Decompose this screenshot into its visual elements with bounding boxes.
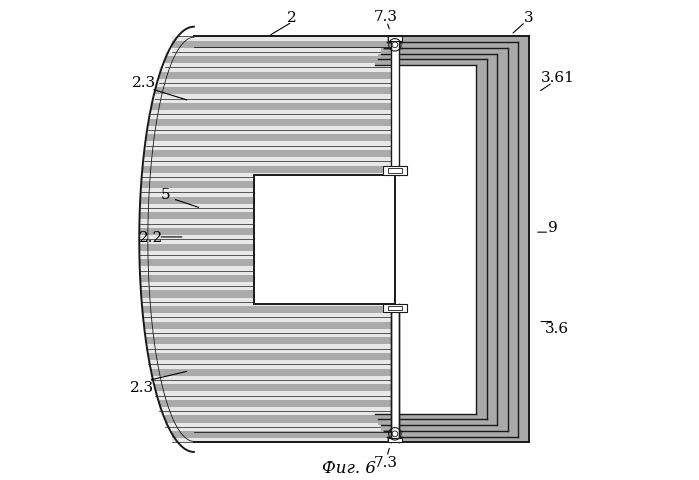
- Bar: [141, 182, 391, 189]
- Bar: [173, 41, 391, 48]
- Text: Фиг. 6: Фиг. 6: [322, 459, 377, 476]
- Bar: [173, 37, 391, 53]
- Bar: [141, 287, 391, 302]
- Bar: [254, 176, 395, 304]
- Bar: [141, 178, 391, 193]
- Bar: [140, 197, 391, 204]
- Bar: [159, 68, 391, 84]
- Bar: [143, 302, 391, 318]
- Bar: [375, 60, 487, 66]
- Bar: [140, 271, 391, 287]
- Bar: [159, 72, 391, 80]
- Bar: [155, 384, 391, 391]
- Text: 2.2: 2.2: [139, 230, 164, 244]
- Bar: [165, 53, 391, 68]
- Bar: [140, 209, 391, 224]
- Text: 2: 2: [287, 11, 297, 25]
- Bar: [148, 349, 391, 364]
- Text: 5: 5: [161, 188, 171, 202]
- Bar: [507, 48, 518, 431]
- Bar: [139, 228, 391, 236]
- Bar: [155, 88, 391, 95]
- Bar: [144, 322, 391, 329]
- Bar: [381, 425, 507, 431]
- Bar: [140, 213, 391, 220]
- Bar: [381, 48, 507, 54]
- Bar: [383, 304, 407, 313]
- Bar: [140, 255, 391, 271]
- Bar: [151, 369, 391, 376]
- Bar: [375, 414, 487, 420]
- Bar: [143, 306, 391, 313]
- Bar: [139, 244, 391, 251]
- Bar: [387, 37, 528, 43]
- Bar: [173, 431, 391, 438]
- Bar: [155, 380, 391, 396]
- Bar: [148, 120, 391, 126]
- Bar: [487, 60, 497, 420]
- Bar: [144, 151, 391, 157]
- Text: 7.3: 7.3: [373, 10, 397, 24]
- Bar: [173, 427, 391, 443]
- Bar: [148, 353, 391, 360]
- Bar: [151, 104, 391, 111]
- Bar: [388, 169, 402, 173]
- Bar: [388, 306, 402, 311]
- Text: 3.6: 3.6: [545, 321, 570, 335]
- Bar: [139, 240, 391, 255]
- Bar: [388, 37, 402, 42]
- Bar: [146, 135, 391, 142]
- Text: 3: 3: [524, 11, 533, 25]
- Text: 9: 9: [548, 221, 558, 235]
- Bar: [159, 396, 391, 411]
- Bar: [518, 43, 528, 437]
- Bar: [384, 431, 518, 437]
- Bar: [388, 438, 402, 443]
- Bar: [146, 131, 391, 146]
- Text: 2.3: 2.3: [132, 75, 156, 89]
- Bar: [165, 57, 391, 64]
- Bar: [165, 416, 391, 422]
- Bar: [383, 167, 407, 176]
- Bar: [497, 54, 507, 425]
- Bar: [476, 66, 487, 414]
- Bar: [144, 318, 391, 334]
- Bar: [387, 437, 528, 443]
- Bar: [159, 400, 391, 407]
- Bar: [143, 166, 391, 173]
- Text: 7.3: 7.3: [373, 455, 397, 468]
- Bar: [146, 334, 391, 349]
- Bar: [140, 193, 391, 209]
- Bar: [146, 337, 391, 345]
- Bar: [144, 146, 391, 162]
- Bar: [140, 276, 391, 282]
- Bar: [143, 162, 391, 178]
- Bar: [391, 304, 399, 443]
- Bar: [151, 99, 391, 115]
- Bar: [378, 420, 497, 425]
- Bar: [140, 260, 391, 267]
- Bar: [151, 364, 391, 380]
- Text: 2.3: 2.3: [129, 381, 154, 395]
- Bar: [165, 411, 391, 427]
- Text: 3.61: 3.61: [540, 71, 575, 84]
- Bar: [391, 37, 399, 176]
- Bar: [384, 43, 518, 48]
- Bar: [155, 84, 391, 99]
- Bar: [148, 115, 391, 131]
- Bar: [141, 291, 391, 298]
- Bar: [378, 54, 497, 60]
- Bar: [139, 224, 391, 240]
